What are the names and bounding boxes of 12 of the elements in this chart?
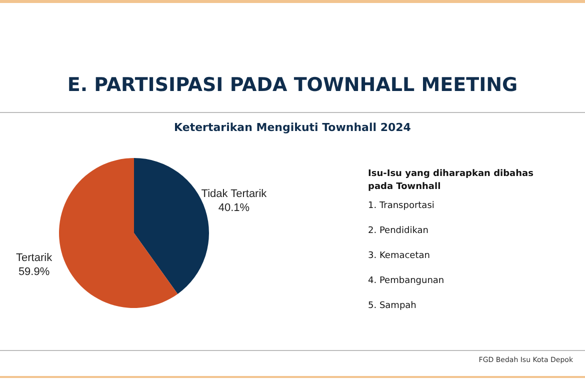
chart-title: E. PARTISIPASI PADA TOWNHALL MEETING (66, 74, 519, 96)
text: 4. Pembangunan (368, 275, 446, 288)
slice-label: Tidak Tertarik (201, 188, 268, 200)
slice-label: Tertarik (16, 252, 53, 264)
text: Ketertarikan Mengikuti Townhall 2024 (173, 121, 412, 134)
data-label: 59.9% (18, 266, 50, 278)
text: 3. Kemacetan (368, 250, 431, 263)
text: 2. Pendidikan (368, 225, 430, 238)
text: 1. Transportasi (368, 200, 436, 213)
text: 5. Sampah (368, 300, 418, 313)
data-label: 40.1% (218, 202, 250, 214)
text: Isu-Isu yang diharapkan dibahas pada Townhall (368, 168, 534, 194)
